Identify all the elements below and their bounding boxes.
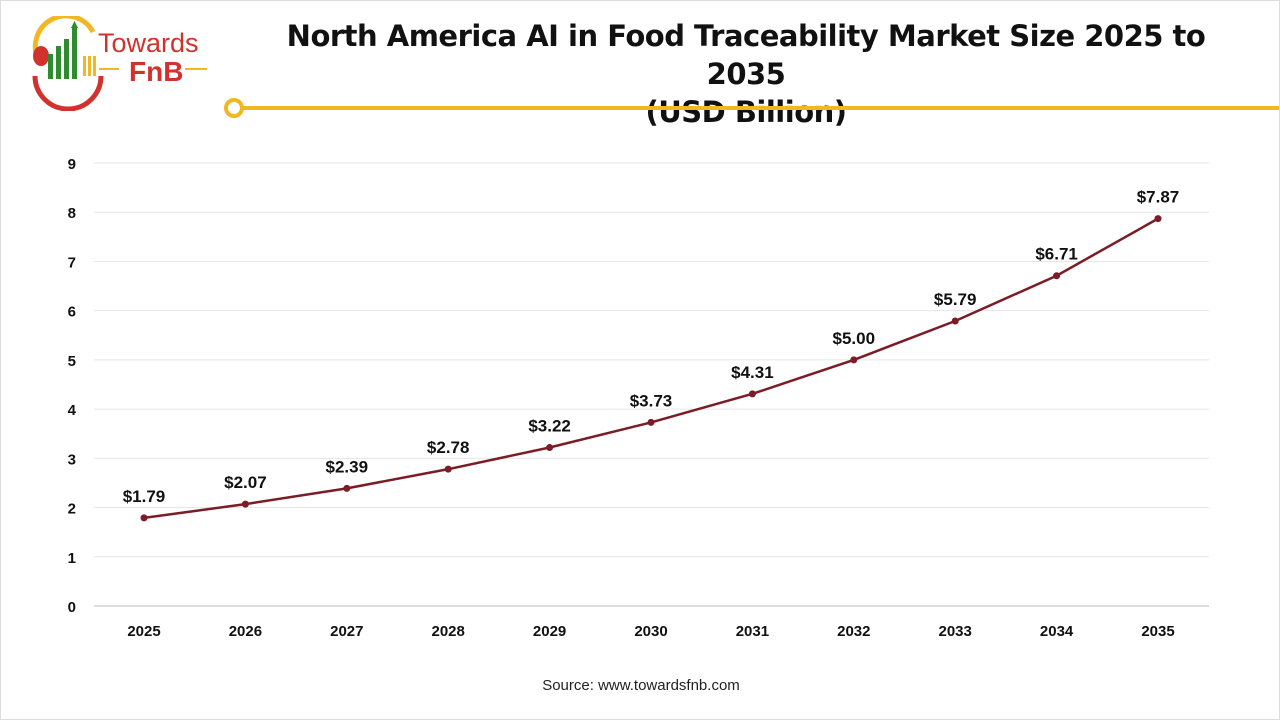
data-label: $6.71	[1035, 245, 1078, 264]
data-label: $5.79	[934, 290, 977, 309]
title-rule	[224, 98, 1279, 118]
x-tick-label: 2032	[837, 623, 870, 640]
y-tick-label: 9	[68, 156, 76, 173]
x-tick-label: 2035	[1141, 623, 1174, 640]
y-tick-label: 6	[68, 304, 76, 321]
data-label: $7.87	[1137, 188, 1180, 207]
y-tick-label: 8	[68, 205, 76, 222]
x-tick-label: 2027	[330, 623, 363, 640]
x-tick-label: 2029	[533, 623, 566, 640]
y-tick-label: 5	[68, 353, 76, 370]
x-tick-label: 2030	[634, 623, 667, 640]
data-point	[444, 465, 452, 473]
y-tick-label: 7	[68, 254, 76, 271]
x-tick-label: 2031	[736, 623, 769, 640]
logo-text-towards: Towards	[98, 28, 199, 58]
chart-title: North America AI in Food Traceability Ma…	[251, 17, 1241, 131]
x-tick-label: 2033	[939, 623, 972, 640]
x-tick-label: 2025	[127, 623, 160, 640]
data-label: $3.73	[630, 391, 673, 410]
source-note: Source: www.towardsfnb.com	[542, 677, 740, 694]
data-label: $1.79	[123, 487, 166, 506]
series-line	[143, 217, 1159, 520]
subtitle-line: (USD Billion)	[645, 95, 847, 129]
data-point	[951, 317, 959, 325]
x-tick-label: 2026	[229, 623, 262, 640]
x-tick-label: 2034	[1040, 623, 1074, 640]
data-label: $4.31	[731, 363, 774, 382]
data-label: $3.22	[528, 417, 571, 436]
x-tick-label: 2028	[432, 623, 465, 640]
data-point	[850, 356, 858, 364]
data-point	[241, 500, 249, 508]
y-tick-label: 4	[68, 402, 77, 419]
data-label: $2.39	[326, 457, 369, 476]
logo: Towards FnB	[32, 16, 207, 111]
logo-text-fnb: FnB	[129, 56, 183, 87]
data-point	[647, 418, 655, 426]
data-point	[343, 484, 351, 492]
y-tick-label: 2	[68, 501, 76, 518]
data-point	[1053, 272, 1061, 280]
data-label: $2.07	[224, 473, 267, 492]
y-tick-label: 3	[68, 451, 76, 468]
data-point	[546, 444, 554, 452]
title-line: North America AI in Food Traceability Ma…	[286, 19, 1206, 91]
data-point	[1154, 215, 1162, 223]
data-label: $2.78	[427, 438, 470, 457]
y-tick-label: 1	[68, 550, 76, 567]
y-tick-label: 0	[68, 599, 76, 616]
data-label: $5.00	[833, 329, 876, 348]
data-point	[748, 390, 756, 398]
data-point	[140, 514, 148, 522]
